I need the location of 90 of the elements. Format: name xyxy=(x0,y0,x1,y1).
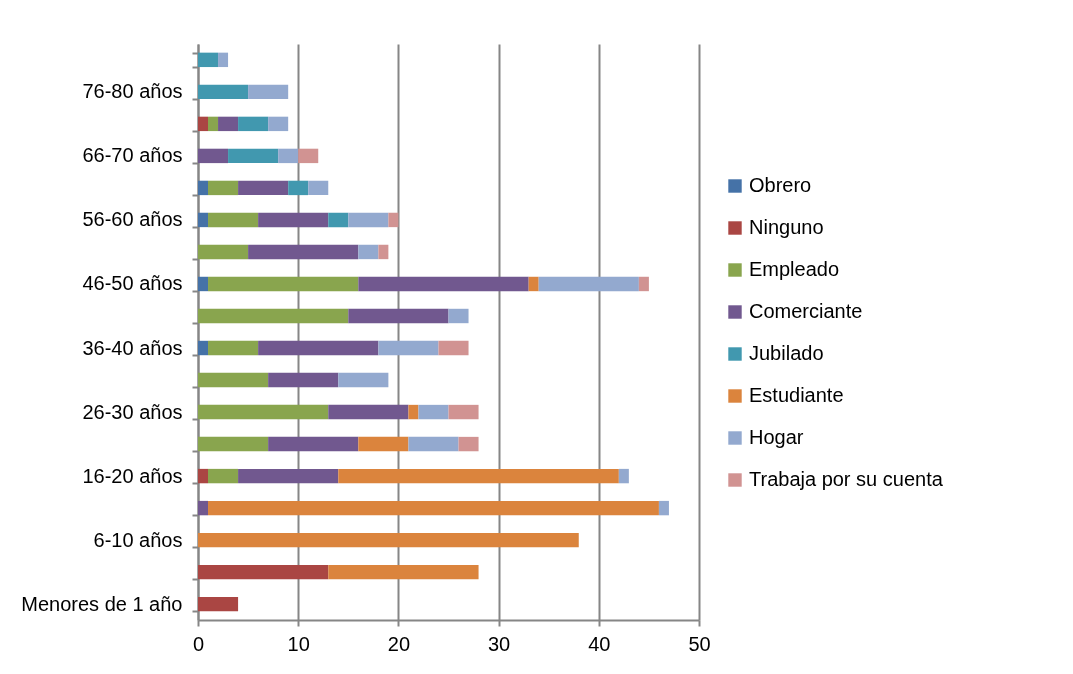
bar xyxy=(528,276,539,292)
x-tick-label: 30 xyxy=(487,632,511,655)
bar xyxy=(358,276,529,292)
y-tick-label: 26-30 años xyxy=(82,400,183,423)
bar xyxy=(448,308,469,324)
bar xyxy=(258,212,329,228)
bar xyxy=(288,180,309,196)
bar xyxy=(408,404,419,420)
bar xyxy=(198,532,579,548)
bar xyxy=(198,468,209,484)
bar xyxy=(208,500,659,516)
bar xyxy=(268,436,359,452)
y-tick-label: 76-80 años xyxy=(82,80,183,103)
legend-label: Hogar xyxy=(749,426,804,448)
bar xyxy=(238,468,339,484)
bar xyxy=(348,308,449,324)
bar xyxy=(328,212,349,228)
bar xyxy=(448,404,479,420)
bar xyxy=(208,116,219,132)
bar xyxy=(268,372,339,388)
bar xyxy=(358,436,409,452)
bar xyxy=(218,116,239,132)
bar xyxy=(618,468,629,484)
bar xyxy=(198,500,209,516)
y-tick-label: 6-10 años xyxy=(93,528,183,551)
bar xyxy=(268,116,289,132)
bar xyxy=(338,468,619,484)
bar xyxy=(418,404,449,420)
bar xyxy=(198,404,329,420)
bar xyxy=(198,52,219,68)
bar xyxy=(208,212,259,228)
bar xyxy=(198,308,349,324)
bar xyxy=(338,372,389,388)
bar xyxy=(278,148,299,164)
bar xyxy=(198,340,209,356)
bar xyxy=(208,180,239,196)
y-tick-label: 66-70 años xyxy=(82,144,183,167)
y-tick-label: 16-20 años xyxy=(82,464,183,487)
bar xyxy=(198,244,249,260)
bar xyxy=(238,180,289,196)
x-tick-label: 20 xyxy=(387,632,411,655)
bar xyxy=(328,404,409,420)
bar xyxy=(198,436,269,452)
bar xyxy=(218,52,229,68)
legend-label: Trabaja por su cuenta xyxy=(749,468,944,490)
bar xyxy=(658,500,669,516)
bar xyxy=(208,276,359,292)
y-tick-label: 46-50 años xyxy=(82,272,183,295)
bar xyxy=(238,116,269,132)
bar xyxy=(258,340,379,356)
bar xyxy=(248,84,289,100)
bar xyxy=(208,468,239,484)
bar xyxy=(248,244,359,260)
bar xyxy=(638,276,649,292)
bar xyxy=(208,340,259,356)
legend-label: Estudiante xyxy=(749,384,844,406)
x-tick-label: 40 xyxy=(588,632,611,655)
bar xyxy=(298,148,319,164)
y-tick-label: Menores de 1 año xyxy=(21,592,183,615)
bar xyxy=(308,180,329,196)
x-tick-label: 10 xyxy=(287,632,310,655)
legend-label: Empleado xyxy=(749,258,840,280)
bar xyxy=(378,340,439,356)
bar xyxy=(438,340,469,356)
legend-label: Jubilado xyxy=(749,342,824,364)
y-tick-label: 36-40 años xyxy=(82,336,183,359)
bar xyxy=(198,564,329,580)
legend-label: Ninguno xyxy=(749,216,824,238)
bar xyxy=(378,244,389,260)
legend-label: Comerciante xyxy=(749,300,863,322)
bar xyxy=(198,212,209,228)
bar xyxy=(228,148,279,164)
bar xyxy=(538,276,639,292)
bar xyxy=(198,116,209,132)
bar xyxy=(198,276,209,292)
bar xyxy=(198,596,239,612)
bar xyxy=(198,372,269,388)
bar xyxy=(198,84,249,100)
bar xyxy=(198,148,229,164)
x-tick-label: 50 xyxy=(688,632,711,655)
bar xyxy=(358,244,379,260)
bar xyxy=(388,212,399,228)
bar xyxy=(348,212,389,228)
y-tick-label: 56-60 años xyxy=(82,208,183,231)
bar xyxy=(408,436,459,452)
bar xyxy=(328,564,479,580)
bar xyxy=(458,436,479,452)
bar xyxy=(198,180,209,196)
legend-label: Obrero xyxy=(749,174,812,196)
x-tick-label: 0 xyxy=(192,632,205,655)
